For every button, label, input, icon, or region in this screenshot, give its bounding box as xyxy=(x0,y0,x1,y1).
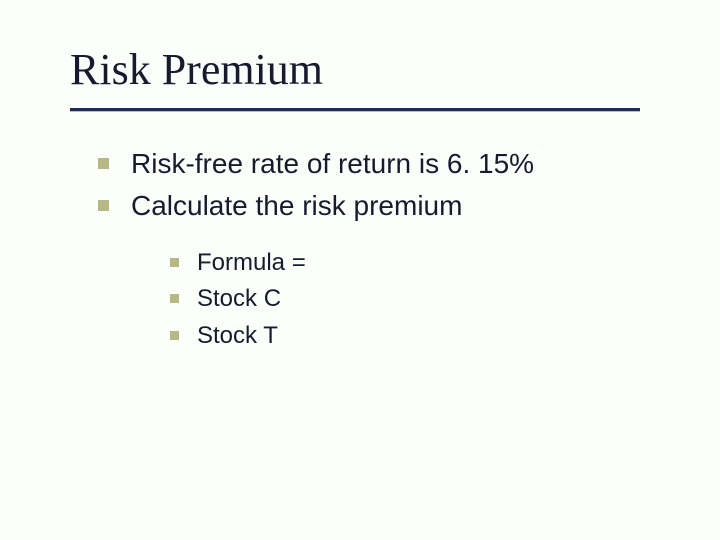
list-item-text: Calculate the risk premium xyxy=(131,187,462,225)
slide-title: Risk Premium xyxy=(70,46,720,94)
slide: Risk Premium Risk-free rate of return is… xyxy=(0,0,720,540)
sublist: Formula = Stock C Stock T xyxy=(98,229,660,352)
square-bullet-icon xyxy=(170,331,179,340)
list-item: Formula = xyxy=(170,247,660,279)
list-item: Risk-free rate of return is 6. 15% xyxy=(98,145,660,183)
square-bullet-icon xyxy=(170,258,179,267)
list-item-text: Stock T xyxy=(197,320,278,352)
title-region: Risk Premium xyxy=(0,0,720,121)
list-item: Stock T xyxy=(170,320,660,352)
square-bullet-icon xyxy=(170,294,179,303)
square-bullet-icon xyxy=(98,200,109,211)
list-item-text: Risk-free rate of return is 6. 15% xyxy=(131,145,534,183)
content-region: Risk-free rate of return is 6. 15% Calcu… xyxy=(0,121,720,352)
title-underline xyxy=(70,108,640,111)
square-bullet-icon xyxy=(98,158,109,169)
list-item: Stock C xyxy=(170,283,660,315)
list-item-text: Stock C xyxy=(197,283,281,315)
list-item-text: Formula = xyxy=(197,247,306,279)
list-item: Calculate the risk premium xyxy=(98,187,660,225)
